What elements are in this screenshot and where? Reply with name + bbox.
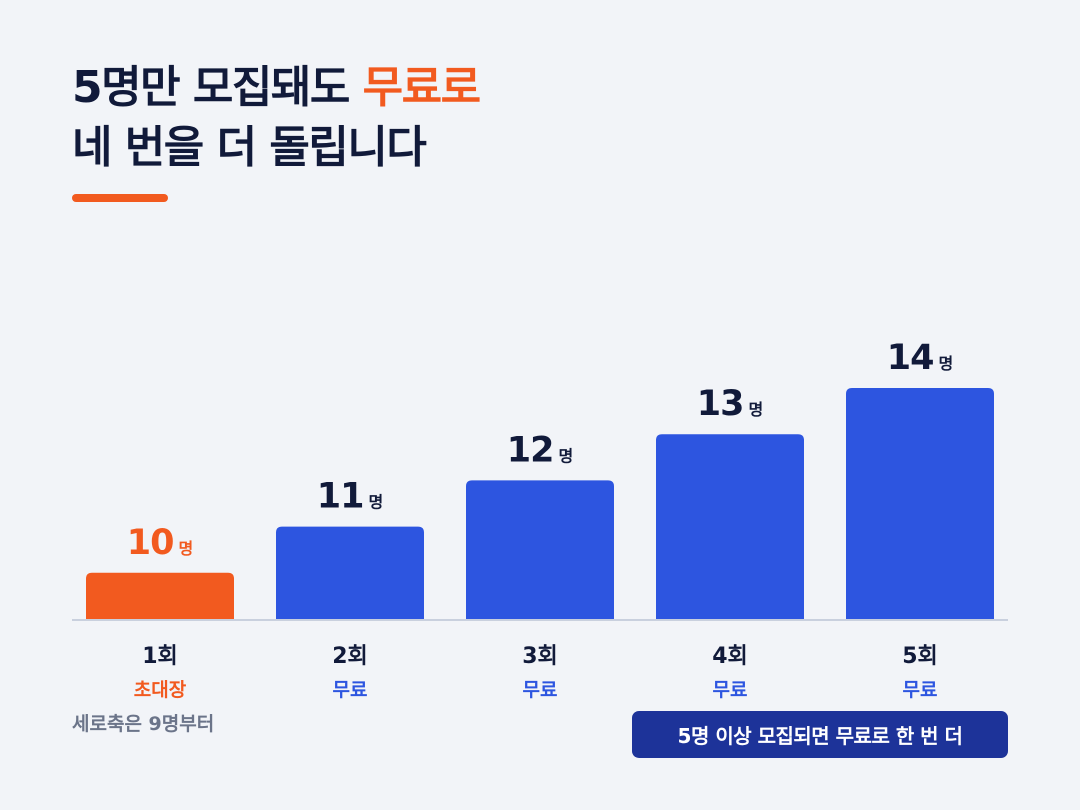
title-line-2: 네 번을 더 돌립니다	[72, 122, 427, 173]
value-unit-3: 명	[558, 446, 573, 465]
category-label-1: 1회	[142, 644, 178, 669]
title-line-1: 5명만 모집돼도 무료로	[72, 58, 481, 118]
bar-5	[846, 388, 994, 619]
category-label-5: 5회	[902, 644, 938, 669]
category-sublabel-5: 무료	[903, 679, 938, 701]
title-line-1-prefix: 5명만 모집돼도	[72, 62, 363, 113]
category-sublabel-2: 무료	[333, 679, 368, 701]
bar-3	[466, 480, 614, 619]
bar-4	[656, 434, 804, 619]
value-unit-4: 명	[748, 400, 763, 419]
value-number-2: 11	[317, 477, 364, 517]
value-label-2: 11 명	[317, 477, 383, 517]
value-number-3: 12	[507, 430, 554, 470]
category-label-2: 2회	[332, 644, 368, 669]
value-number-4: 13	[697, 384, 744, 424]
category-sublabel-4: 무료	[713, 679, 748, 701]
value-unit-5: 명	[938, 354, 953, 373]
title-accent: 무료로	[362, 62, 481, 113]
value-number-1: 10	[127, 523, 174, 563]
bar-2	[276, 526, 424, 619]
category-label-3: 3회	[522, 644, 558, 669]
value-label-4: 13 명	[697, 384, 763, 424]
value-label-1: 10 명	[127, 523, 193, 563]
category-sublabel-1: 초대장	[134, 679, 187, 701]
value-label-3: 12 명	[507, 430, 573, 470]
title-underline	[72, 194, 168, 202]
chart-title: 5명만 모집돼도 무료로 네 번을 더 돌립니다	[72, 58, 481, 178]
value-label-5: 14 명	[887, 338, 953, 378]
category-sublabel-3: 무료	[523, 679, 558, 701]
value-number-5: 14	[887, 338, 934, 378]
value-unit-2: 명	[368, 493, 383, 512]
axis-start-note: 세로축은 9명부터	[72, 713, 215, 735]
value-unit-1: 명	[178, 539, 193, 558]
free-round-banner: 5명 이상 모집되면 무료로 한 번 더	[632, 711, 1008, 758]
bar-1	[86, 572, 234, 619]
category-label-4: 4회	[712, 644, 748, 669]
